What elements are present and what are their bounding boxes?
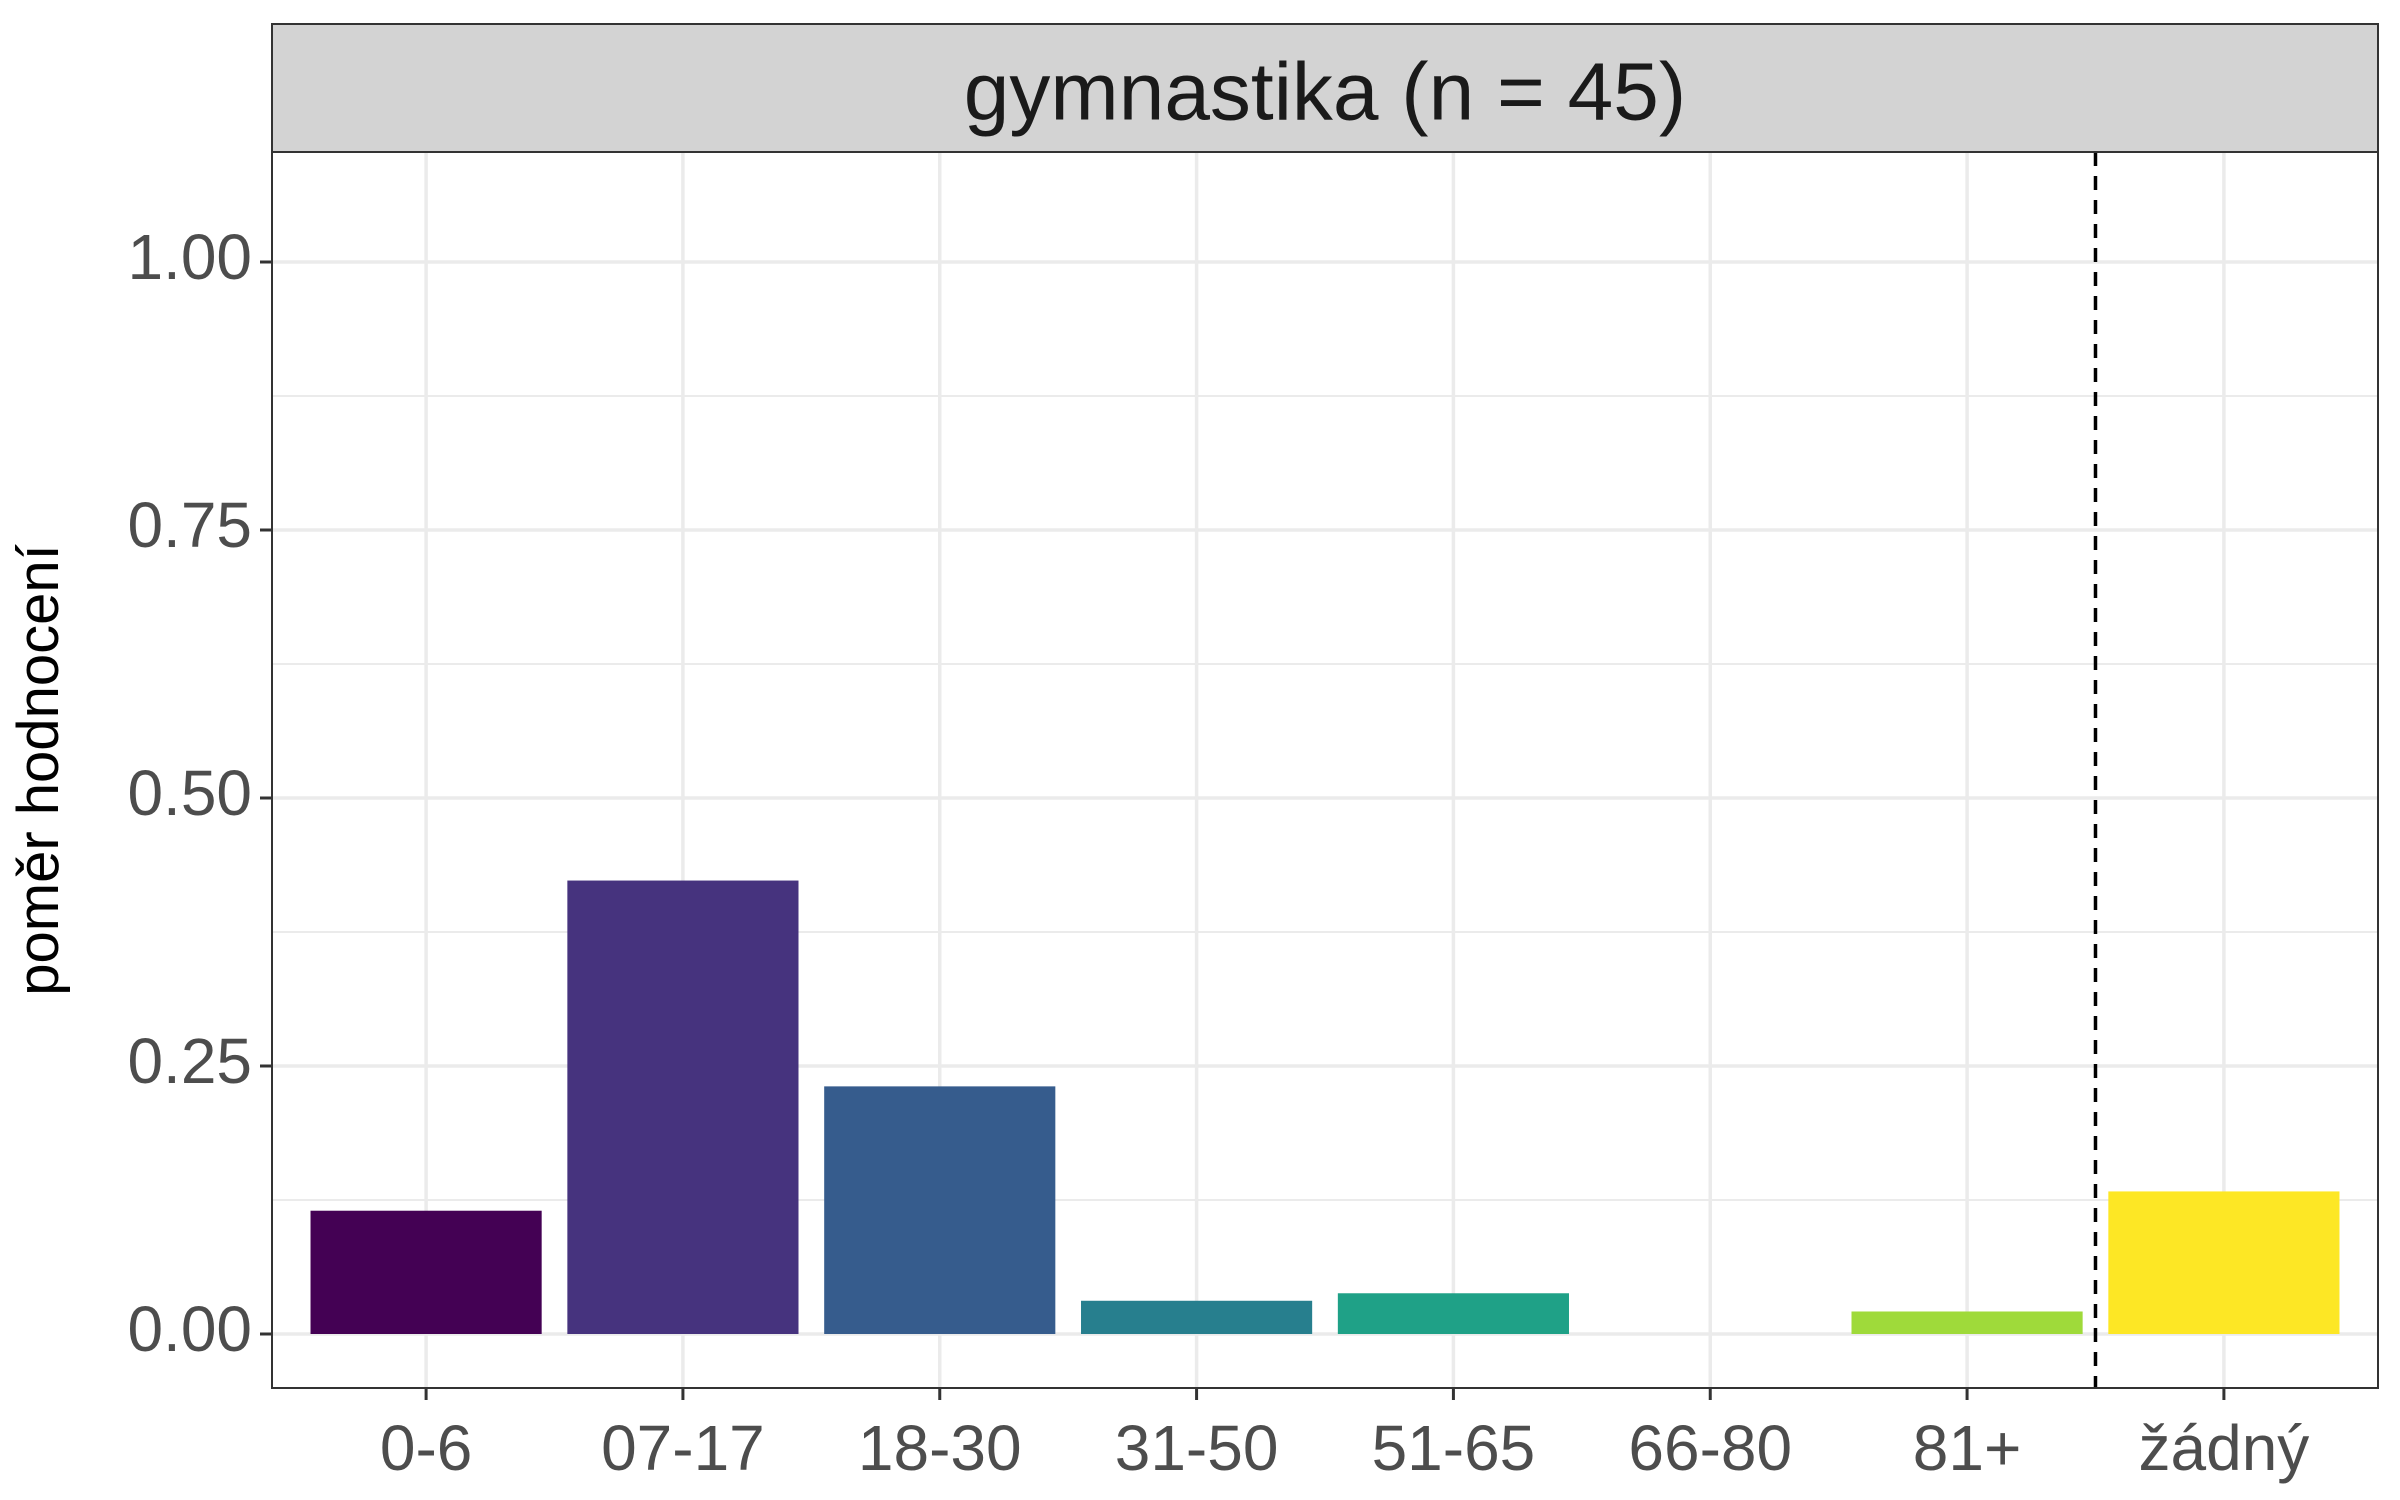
x-tick-label: žádný (2139, 1412, 2310, 1484)
y-tick-label: 0.25 (127, 1025, 252, 1097)
bar-žádný (2108, 1191, 2340, 1334)
y-tick-label: 1.00 (127, 221, 252, 293)
bar-81+ (1851, 1311, 2083, 1334)
x-tick-label: 66-80 (1628, 1412, 1792, 1484)
facet-strip (271, 23, 2379, 153)
bar-07-17 (567, 880, 799, 1334)
y-tick-label: 0.00 (127, 1293, 252, 1365)
y-tick-label: 0.75 (127, 489, 252, 561)
x-tick-label: 31-50 (1115, 1412, 1279, 1484)
x-tick-label: 07-17 (601, 1412, 765, 1484)
y-axis: 0.00 0.25 0.50 0.75 1.00 (127, 221, 272, 1365)
y-axis-title: poměr hodnocení (6, 544, 71, 995)
x-tick-label: 81+ (1913, 1412, 2022, 1484)
bar-18-30 (824, 1086, 1056, 1334)
x-tick-label: 0-6 (380, 1412, 473, 1484)
x-axis: 0-6 07-17 18-30 31-50 51-65 66-80 81+ žádný (380, 1388, 2309, 1484)
bar-31-50 (1081, 1300, 1313, 1334)
bar-0-6 (310, 1210, 542, 1334)
x-tick-label: 51-65 (1372, 1412, 1536, 1484)
bar-51-65 (1337, 1293, 1569, 1334)
chart-title: gymnastika (n = 45) (964, 47, 1686, 138)
bars (310, 880, 2340, 1334)
x-tick-label: 18-30 (858, 1412, 1022, 1484)
y-tick-label: 0.50 (127, 757, 252, 829)
